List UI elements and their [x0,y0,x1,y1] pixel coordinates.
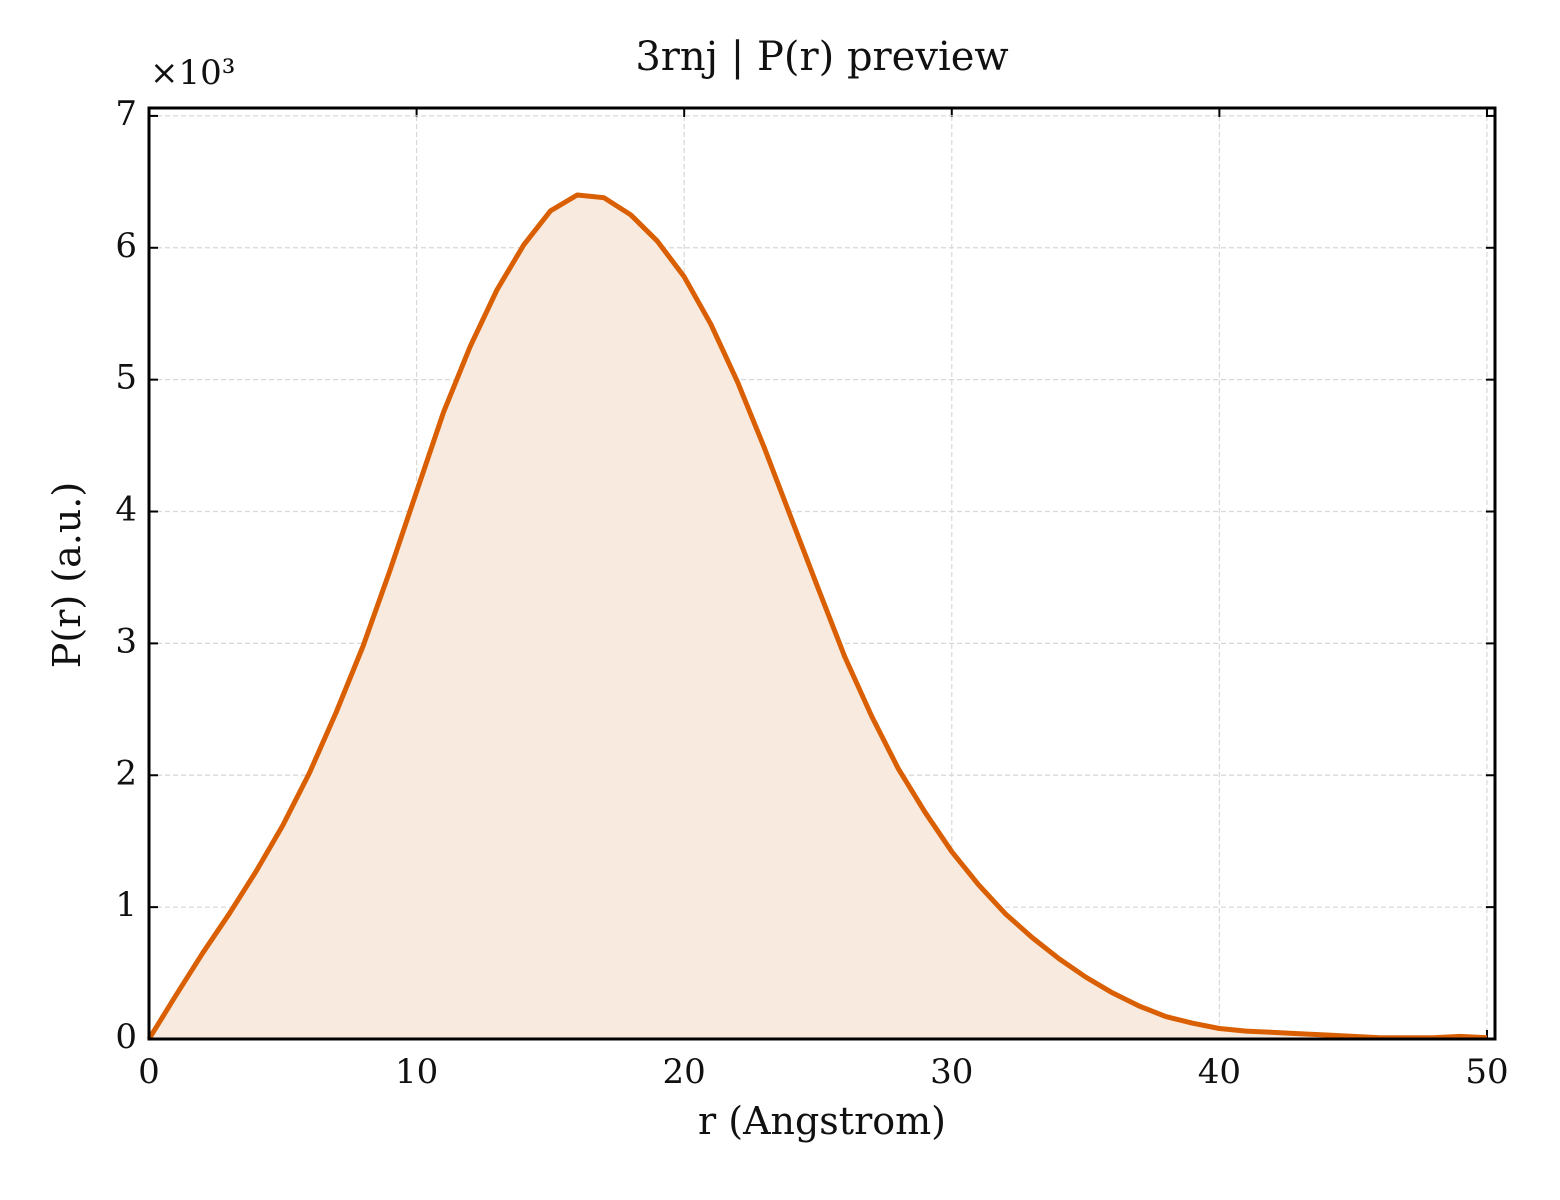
y-tick-label: 4 [115,490,137,530]
x-tick-label: 0 [138,1052,160,1092]
chart-title: 3rnj | P(r) preview [635,34,1008,80]
y-tick-label: 3 [115,621,137,661]
y-tick-label: 0 [115,1017,137,1057]
y-offset-label: ×10³ [150,53,235,93]
x-axis-label: r (Angstrom) [698,1099,946,1143]
plot-frame [147,106,1497,1041]
line [146,192,1488,1041]
y-tick-label: 5 [115,358,137,398]
y-axis-label: P(r) (a.u.) [45,482,89,668]
area [149,195,1487,1039]
x-tick-label: 30 [930,1052,973,1092]
x-tick-label: 10 [395,1052,438,1092]
y-tick-label: 7 [115,94,137,134]
x-tick-label: 20 [663,1052,706,1092]
y-tick-label: 2 [115,753,137,793]
x-tick-label: 40 [1198,1052,1241,1092]
y-tick-label: 1 [115,885,137,925]
y-tick-label: 6 [115,226,137,266]
x-tick-label: 50 [1465,1052,1508,1092]
